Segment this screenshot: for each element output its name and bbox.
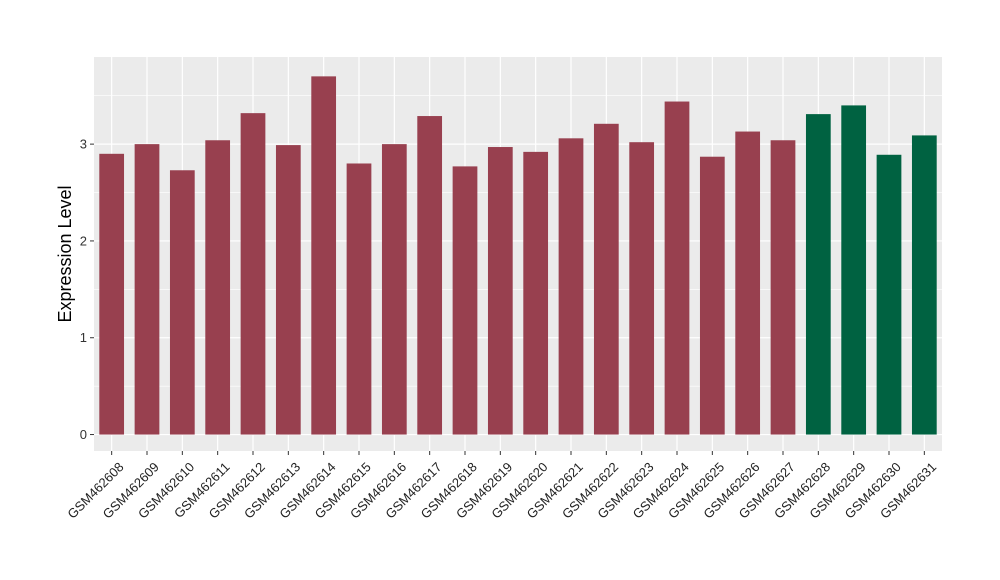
bar-GSM462630 [876, 154, 902, 435]
bar-GSM462616 [381, 144, 407, 435]
bar-GSM462626 [735, 131, 761, 435]
y-axis-title: Expression Level [55, 185, 75, 322]
bar-GSM462624 [664, 101, 690, 435]
bar-GSM462613 [275, 145, 301, 435]
bar-GSM462619 [487, 147, 513, 435]
bar-GSM462629 [841, 105, 867, 435]
bar-GSM462631 [911, 135, 937, 435]
plot-panel [94, 57, 942, 451]
y-tick-label: 1 [80, 330, 87, 345]
bar-GSM462627 [770, 140, 796, 435]
x-axis: GSM462608GSM462609GSM462610GSM462611GSM4… [64, 451, 939, 522]
bar-GSM462615 [346, 163, 372, 435]
bar-GSM462610 [169, 170, 195, 435]
bar-GSM462621 [558, 138, 584, 435]
bar-GSM462618 [452, 166, 478, 435]
y-axis: 0 1 2 3 [80, 137, 94, 442]
bar-GSM462614 [311, 76, 337, 435]
minor-gridlines [94, 95, 942, 387]
bar-GSM462611 [205, 140, 231, 435]
bar-GSM462623 [629, 142, 655, 435]
bar-GSM462612 [240, 113, 266, 435]
y-tick-label: 2 [80, 233, 87, 248]
bar-GSM462617 [417, 116, 443, 435]
bar-GSM462622 [593, 123, 619, 435]
bar-GSM462608 [99, 153, 125, 435]
bars [99, 76, 937, 435]
bar-GSM462609 [134, 144, 160, 435]
y-tick-label: 0 [80, 427, 87, 442]
bar-GSM462625 [699, 156, 725, 435]
y-tick-label: 3 [80, 137, 87, 152]
bar-GSM462620 [523, 151, 549, 435]
bar-GSM462628 [805, 114, 831, 435]
